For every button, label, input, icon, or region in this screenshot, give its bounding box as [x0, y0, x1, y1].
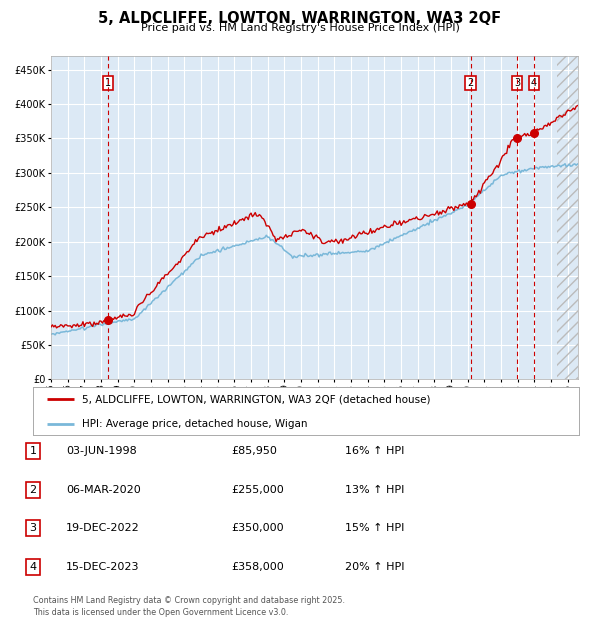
Text: 5, ALDCLIFFE, LOWTON, WARRINGTON, WA3 2QF (detached house): 5, ALDCLIFFE, LOWTON, WARRINGTON, WA3 2Q… — [82, 394, 431, 404]
Text: 06-MAR-2020: 06-MAR-2020 — [66, 485, 141, 495]
Text: Contains HM Land Registry data © Crown copyright and database right 2025.
This d: Contains HM Land Registry data © Crown c… — [33, 596, 345, 617]
Text: £85,950: £85,950 — [231, 446, 277, 456]
Text: 15% ↑ HPI: 15% ↑ HPI — [345, 523, 404, 533]
Text: 20% ↑ HPI: 20% ↑ HPI — [345, 562, 404, 572]
Text: 4: 4 — [531, 78, 537, 88]
Text: HPI: Average price, detached house, Wigan: HPI: Average price, detached house, Wiga… — [82, 418, 308, 428]
Text: 5, ALDCLIFFE, LOWTON, WARRINGTON, WA3 2QF: 5, ALDCLIFFE, LOWTON, WARRINGTON, WA3 2Q… — [98, 11, 502, 25]
Text: £255,000: £255,000 — [231, 485, 284, 495]
Text: 15-DEC-2023: 15-DEC-2023 — [66, 562, 139, 572]
Text: 1: 1 — [29, 446, 37, 456]
Text: 19-DEC-2022: 19-DEC-2022 — [66, 523, 140, 533]
Text: 2: 2 — [467, 78, 474, 88]
Text: Price paid vs. HM Land Registry's House Price Index (HPI): Price paid vs. HM Land Registry's House … — [140, 23, 460, 33]
Text: 16% ↑ HPI: 16% ↑ HPI — [345, 446, 404, 456]
Text: 3: 3 — [514, 78, 520, 88]
Text: £358,000: £358,000 — [231, 562, 284, 572]
Text: 4: 4 — [29, 562, 37, 572]
Text: 03-JUN-1998: 03-JUN-1998 — [66, 446, 137, 456]
Text: £350,000: £350,000 — [231, 523, 284, 533]
Text: 13% ↑ HPI: 13% ↑ HPI — [345, 485, 404, 495]
Text: 2: 2 — [29, 485, 37, 495]
Text: 1: 1 — [105, 78, 111, 88]
Text: 3: 3 — [29, 523, 37, 533]
